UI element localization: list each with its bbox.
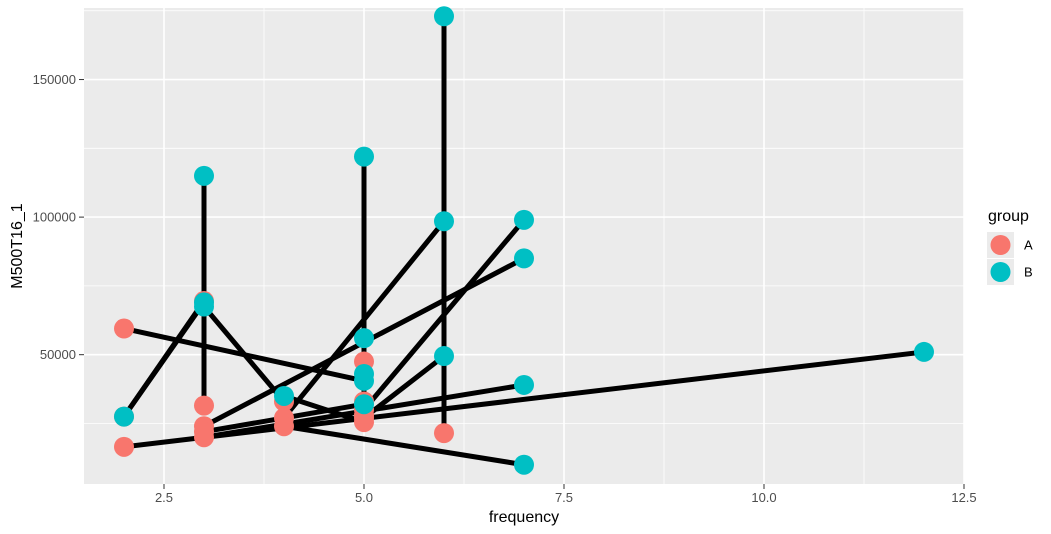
point-group-b [274,385,294,406]
plot-panel [84,8,964,484]
y-tick-label: 100000 [33,210,76,225]
x-tick-label: 2.5 [155,490,173,505]
point-group-b [354,363,374,384]
x-tick-label: 10.0 [751,490,776,505]
x-tick-label: 7.5 [555,490,573,505]
legend-label-b: B [1024,265,1033,280]
point-group-a [194,395,214,416]
points-group-b [114,6,934,475]
point-group-b [194,165,214,186]
segment [283,423,525,468]
point-group-a [274,416,294,437]
point-group-a [194,421,214,442]
point-group-b [514,374,534,395]
grid-minor [84,8,964,484]
point-group-b [434,211,454,232]
y-axis-title: M500T16_1 [9,203,26,288]
point-group-a [114,436,134,457]
point-group-b [354,328,374,349]
segment [121,299,207,419]
y-tick-label: 150000 [33,72,76,87]
y-axis-ticks: 50000 100000 150000 [33,72,84,362]
point-group-b [434,6,454,27]
point-group-b [434,346,454,367]
point-group-b [194,296,214,317]
point-group-a [354,407,374,428]
legend-title: group [988,208,1029,225]
legend-key-a [990,235,1011,255]
x-tick-label: 5.0 [355,490,373,505]
point-group-b [914,341,934,362]
segment [202,304,286,404]
legend-label-a: A [1024,238,1033,253]
point-group-a [114,318,134,339]
point-group-b [514,209,534,230]
point-group-a [434,423,454,444]
point-group-b [354,146,374,167]
point-group-b [114,406,134,427]
legend-key-b [990,262,1011,282]
point-group-b [354,394,374,415]
x-axis-ticks: 2.5 5.0 7.5 10.0 12.5 [155,484,977,505]
legend-items: AB [987,232,1033,285]
x-tick-label: 12.5 [951,490,976,505]
legend: group AB [987,208,1033,285]
point-group-b [514,454,534,475]
segment [362,354,446,420]
x-axis-title: frequency [489,509,559,526]
y-tick-label: 50000 [40,347,76,362]
point-group-b [514,248,534,269]
